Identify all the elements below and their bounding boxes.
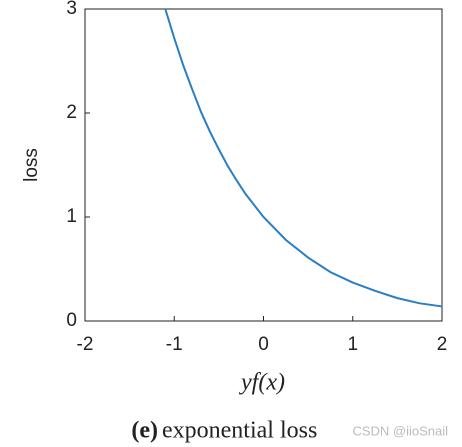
- caption: exponential loss: [162, 418, 317, 444]
- caption-label: (e): [131, 418, 158, 444]
- x-tick-label: -2: [77, 334, 94, 355]
- line: [164, 8, 443, 308]
- y-tick-label: 2: [66, 102, 77, 123]
- x-tick-label: 2: [437, 334, 448, 355]
- x-tick-label: 0: [258, 334, 269, 355]
- y-tick-label: 3: [66, 0, 77, 19]
- plot-frame: [84, 8, 443, 322]
- y-axis-label: loss: [21, 148, 42, 182]
- x-axis-label: yf(x): [239, 370, 285, 396]
- x-tick-label: -1: [166, 334, 183, 355]
- x-tick-label: 1: [347, 334, 358, 355]
- watermark: CSDN @iioSnail: [352, 423, 448, 438]
- y-tick-label: 1: [66, 206, 77, 227]
- y-tick-label: 0: [66, 310, 77, 331]
